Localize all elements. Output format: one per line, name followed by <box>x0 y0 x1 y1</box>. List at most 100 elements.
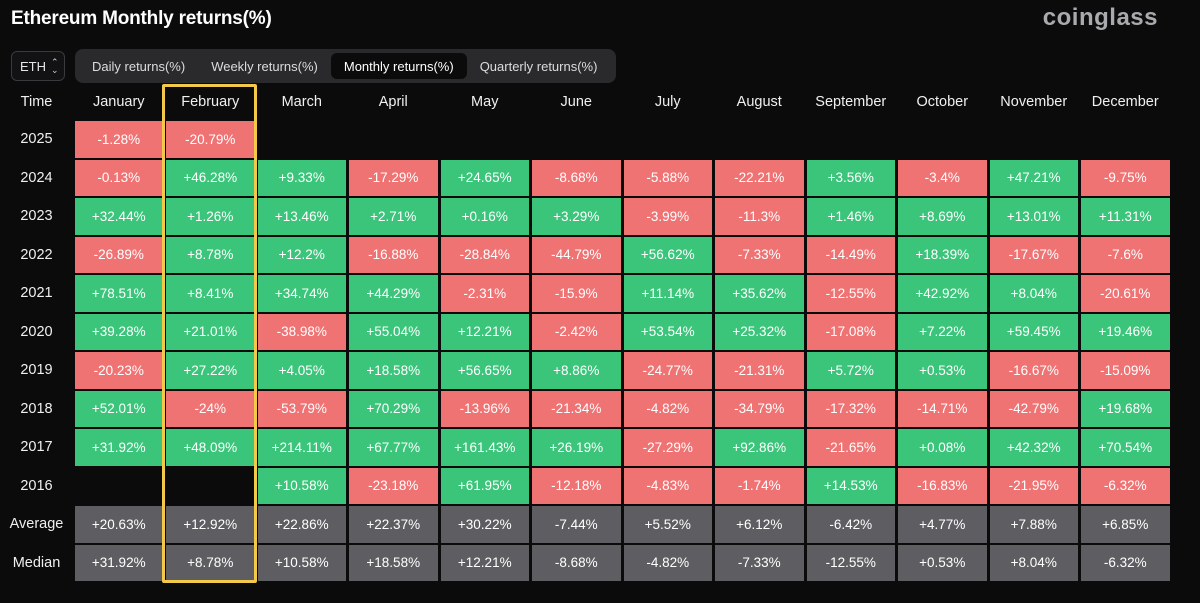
return-cell-average-january: +20.63% <box>74 506 163 543</box>
row-label-2021: 2021 <box>20 285 53 302</box>
return-cell-2020-january: +39.28% <box>74 313 163 350</box>
return-cell-2017-may: +161.43% <box>440 429 529 466</box>
return-cell-2021-may: -2.31% <box>440 275 529 312</box>
return-cell-2017-october: +0.08% <box>898 429 987 466</box>
return-cell-2020-june: -2.42% <box>532 313 621 350</box>
coinglass-logo: coinglass <box>1042 4 1158 31</box>
return-cell-2023-november: +13.01% <box>989 198 1078 235</box>
return-cell-2024-february: +46.28% <box>166 159 255 196</box>
return-cell-median-may: +12.21% <box>440 544 529 581</box>
row-label-average: Average <box>9 516 64 533</box>
return-cell-2023-january: +32.44% <box>74 198 163 235</box>
column-header-january: January <box>92 93 145 110</box>
return-cell-2017-september: -21.65% <box>806 429 895 466</box>
return-cell-2022-september: -14.49% <box>806 236 895 273</box>
return-cell-2025-june <box>532 121 621 158</box>
return-cell-median-january: +31.92% <box>74 544 163 581</box>
return-cell-2021-april: +44.29% <box>349 275 438 312</box>
return-cell-median-november: +8.04% <box>989 544 1078 581</box>
tab-weekly-returns[interactable]: Weekly returns(%) <box>211 58 318 74</box>
return-cell-2017-march: +214.11% <box>257 429 346 466</box>
return-cell-2022-august: -7.33% <box>715 236 804 273</box>
return-cell-2025-january: -1.28% <box>74 121 163 158</box>
return-cell-2023-may: +0.16% <box>440 198 529 235</box>
return-cell-2019-july: -24.77% <box>623 352 712 389</box>
row-label-2024: 2024 <box>20 169 53 186</box>
return-cell-2024-june: -8.68% <box>532 159 621 196</box>
return-cell-2020-october: +7.22% <box>898 313 987 350</box>
return-cell-2025-may <box>441 121 530 158</box>
return-cell-2018-may: -13.96% <box>440 390 529 427</box>
return-cell-median-june: -8.68% <box>532 544 621 581</box>
return-cell-2017-february: +48.09% <box>166 429 255 466</box>
return-cell-2022-december: -7.6% <box>1081 236 1170 273</box>
return-cell-median-october: +0.53% <box>898 544 987 581</box>
row-label-2023: 2023 <box>20 208 53 225</box>
return-cell-2019-january: -20.23% <box>74 352 163 389</box>
row-label-median: Median <box>12 554 61 571</box>
tab-daily-returns[interactable]: Daily returns(%) <box>92 58 186 74</box>
tab-monthly-returns[interactable]: Monthly returns(%) <box>330 53 467 79</box>
return-cell-2018-april: +70.29% <box>349 390 438 427</box>
return-cell-2023-july: -3.99% <box>623 198 712 235</box>
return-cell-2017-december: +70.54% <box>1081 429 1170 466</box>
return-cell-average-july: +5.52% <box>623 506 712 543</box>
return-cell-2024-august: -22.21% <box>715 159 804 196</box>
column-header-march: March <box>281 93 322 110</box>
return-cell-2016-december: -6.32% <box>1081 467 1170 504</box>
return-cell-2021-december: -20.61% <box>1081 275 1170 312</box>
return-cell-2022-november: -17.67% <box>989 236 1078 273</box>
return-cell-2023-june: +3.29% <box>532 198 621 235</box>
return-cell-average-december: +6.85% <box>1081 506 1170 543</box>
column-header-may: May <box>471 93 499 110</box>
column-header-february: February <box>181 93 240 110</box>
return-cell-2017-january: +31.92% <box>74 429 163 466</box>
return-cell-2023-february: +1.26% <box>166 198 255 235</box>
return-cell-2018-february: -24% <box>166 390 255 427</box>
column-header-june: June <box>560 93 592 110</box>
column-header-april: April <box>378 93 408 110</box>
return-cell-2025-february: -20.79% <box>166 121 255 158</box>
column-header-august: August <box>736 93 782 110</box>
return-cell-2019-june: +8.86% <box>532 352 621 389</box>
return-cell-2022-february: +8.78% <box>166 236 255 273</box>
return-cell-2020-july: +53.54% <box>623 313 712 350</box>
return-cell-2021-september: -12.55% <box>806 275 895 312</box>
coin-select[interactable]: ETH ⌃ ⌄ <box>11 51 65 81</box>
return-cell-2024-april: -17.29% <box>349 159 438 196</box>
row-label-2022: 2022 <box>20 246 53 263</box>
tab-quarterly-returns[interactable]: Quarterly returns(%) <box>479 58 598 74</box>
return-cell-2016-september: +14.53% <box>806 467 895 504</box>
return-cell-2016-april: -23.18% <box>349 467 438 504</box>
return-cell-2020-september: -17.08% <box>806 313 895 350</box>
return-cell-2022-april: -16.88% <box>349 236 438 273</box>
return-cell-2019-october: +0.53% <box>898 352 987 389</box>
row-label-2017: 2017 <box>20 439 53 456</box>
return-cell-2021-march: +34.74% <box>257 275 346 312</box>
return-cell-2018-july: -4.82% <box>623 390 712 427</box>
return-cell-2022-july: +56.62% <box>623 236 712 273</box>
return-cell-average-september: -6.42% <box>806 506 895 543</box>
up-down-chevron-icon: ⌃ ⌄ <box>51 57 59 75</box>
column-header-october: October <box>916 93 969 110</box>
return-cell-2024-november: +47.21% <box>989 159 1078 196</box>
return-cell-2024-may: +24.65% <box>440 159 529 196</box>
return-cell-2025-july <box>624 121 713 158</box>
return-cell-2019-november: -16.67% <box>989 352 1078 389</box>
column-header-november: November <box>1000 93 1068 110</box>
return-cell-2023-september: +1.46% <box>806 198 895 235</box>
return-cell-2018-august: -34.79% <box>715 390 804 427</box>
row-label-2018: 2018 <box>20 400 53 417</box>
row-label-2019: 2019 <box>20 362 53 379</box>
return-cell-2016-january <box>75 468 164 505</box>
monthly-returns-table: Time January February March April May June July… <box>0 83 1171 582</box>
return-cell-2019-december: -15.09% <box>1081 352 1170 389</box>
column-header-time: Time <box>20 93 53 110</box>
return-cell-2024-december: -9.75% <box>1081 159 1170 196</box>
return-cell-2018-march: -53.79% <box>257 390 346 427</box>
return-cell-2024-september: +3.56% <box>806 159 895 196</box>
row-label-2025: 2025 <box>20 131 53 148</box>
page-title: Ethereum Monthly returns(%) <box>11 8 272 29</box>
return-cell-2017-july: -27.29% <box>623 429 712 466</box>
return-cell-2021-february: +8.41% <box>166 275 255 312</box>
